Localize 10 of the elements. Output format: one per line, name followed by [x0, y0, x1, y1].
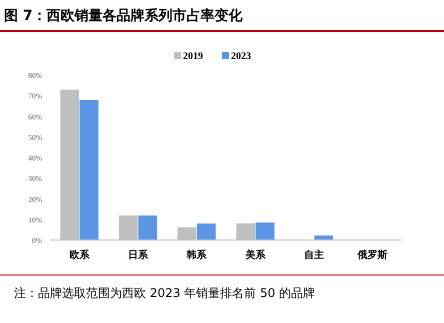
legend-label: 2019 — [183, 51, 203, 62]
x-tick-label: 俄罗斯 — [356, 249, 388, 261]
x-tick-label: 日系 — [128, 249, 149, 261]
x-tick-label: 自主 — [304, 249, 324, 261]
x-tick-label: 韩系 — [186, 249, 208, 261]
text: 注：品牌选取范围为西欧 2023 年销量排名前 50 的品牌 — [14, 286, 316, 300]
legend-label: 2023 — [231, 51, 251, 62]
x-tick-label: 欧系 — [69, 249, 90, 261]
chart-title: 图 7：西欧销量各品牌系列市占率变化 — [4, 7, 244, 24]
x-tick-label: 美系 — [244, 249, 266, 261]
